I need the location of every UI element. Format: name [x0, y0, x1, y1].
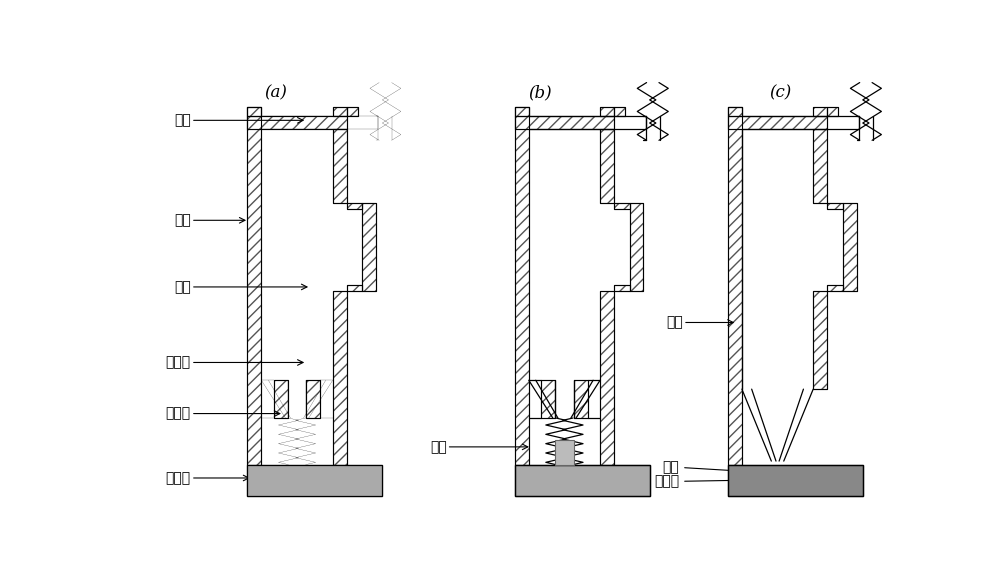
Bar: [347, 285, 362, 291]
Bar: [827, 285, 843, 291]
Bar: [362, 203, 376, 291]
Bar: [515, 116, 614, 129]
Bar: [600, 291, 614, 464]
Bar: [347, 107, 358, 116]
Text: 型腔: 型腔: [174, 280, 307, 294]
Bar: [247, 107, 261, 116]
Bar: [614, 107, 625, 116]
Text: (c): (c): [769, 85, 791, 102]
Bar: [600, 129, 614, 203]
Bar: [600, 107, 614, 116]
Text: 模壳: 模壳: [666, 316, 733, 329]
Bar: [247, 464, 382, 496]
Bar: [827, 285, 843, 291]
Bar: [813, 129, 827, 203]
Bar: [347, 203, 362, 209]
Bar: [827, 107, 838, 116]
Bar: [728, 116, 827, 129]
Bar: [827, 203, 843, 209]
Text: 单晶: 单晶: [662, 460, 741, 474]
Bar: [728, 107, 742, 464]
Text: 激冷盘: 激冷盘: [166, 471, 249, 485]
Bar: [247, 116, 347, 129]
Bar: [362, 203, 376, 291]
Bar: [306, 380, 320, 418]
Text: (a): (a): [265, 85, 288, 102]
Bar: [600, 129, 614, 203]
Bar: [333, 291, 347, 464]
Bar: [515, 107, 529, 464]
Bar: [614, 203, 630, 209]
Bar: [813, 129, 827, 203]
Bar: [827, 107, 838, 116]
Bar: [541, 380, 555, 418]
Bar: [515, 116, 614, 129]
Bar: [600, 291, 614, 464]
Bar: [630, 203, 643, 291]
Bar: [333, 291, 347, 464]
Bar: [843, 203, 857, 291]
Bar: [728, 107, 742, 116]
Bar: [274, 380, 288, 418]
Text: 激冷盘: 激冷盘: [654, 474, 741, 489]
Bar: [555, 440, 574, 464]
Bar: [515, 464, 650, 496]
Bar: [574, 380, 588, 418]
Bar: [333, 129, 347, 203]
Bar: [333, 107, 347, 116]
Bar: [515, 464, 650, 496]
Bar: [247, 464, 382, 496]
Bar: [347, 203, 362, 209]
Bar: [247, 107, 261, 464]
Text: 模壳: 模壳: [174, 213, 245, 227]
Bar: [515, 107, 529, 116]
Bar: [247, 107, 261, 116]
Bar: [333, 129, 347, 203]
Bar: [813, 107, 827, 116]
Bar: [306, 380, 320, 418]
Bar: [247, 116, 347, 129]
Bar: [274, 380, 288, 418]
Bar: [515, 107, 529, 116]
Bar: [574, 380, 588, 418]
Text: 浇道: 浇道: [174, 113, 303, 128]
Text: 筠晶: 筠晶: [430, 440, 528, 454]
Bar: [515, 107, 529, 464]
Bar: [614, 203, 630, 209]
Bar: [347, 107, 358, 116]
Bar: [728, 464, 863, 496]
Bar: [813, 291, 827, 389]
Bar: [728, 464, 863, 496]
Text: 选晶段: 选晶段: [166, 355, 303, 369]
Bar: [614, 285, 630, 291]
Bar: [728, 464, 863, 496]
Bar: [728, 116, 827, 129]
Bar: [843, 203, 857, 291]
Bar: [347, 285, 362, 291]
Bar: [247, 464, 382, 496]
Bar: [614, 285, 630, 291]
Text: (b): (b): [528, 85, 551, 102]
Bar: [630, 203, 643, 291]
Bar: [541, 380, 555, 418]
Bar: [515, 464, 650, 496]
Bar: [813, 291, 827, 389]
Bar: [600, 107, 614, 116]
Bar: [813, 107, 827, 116]
Bar: [728, 107, 742, 116]
Text: 引晶段: 引晶段: [166, 407, 280, 421]
Bar: [728, 107, 742, 464]
Bar: [827, 203, 843, 209]
Bar: [247, 107, 261, 464]
Bar: [333, 107, 347, 116]
Bar: [614, 107, 625, 116]
